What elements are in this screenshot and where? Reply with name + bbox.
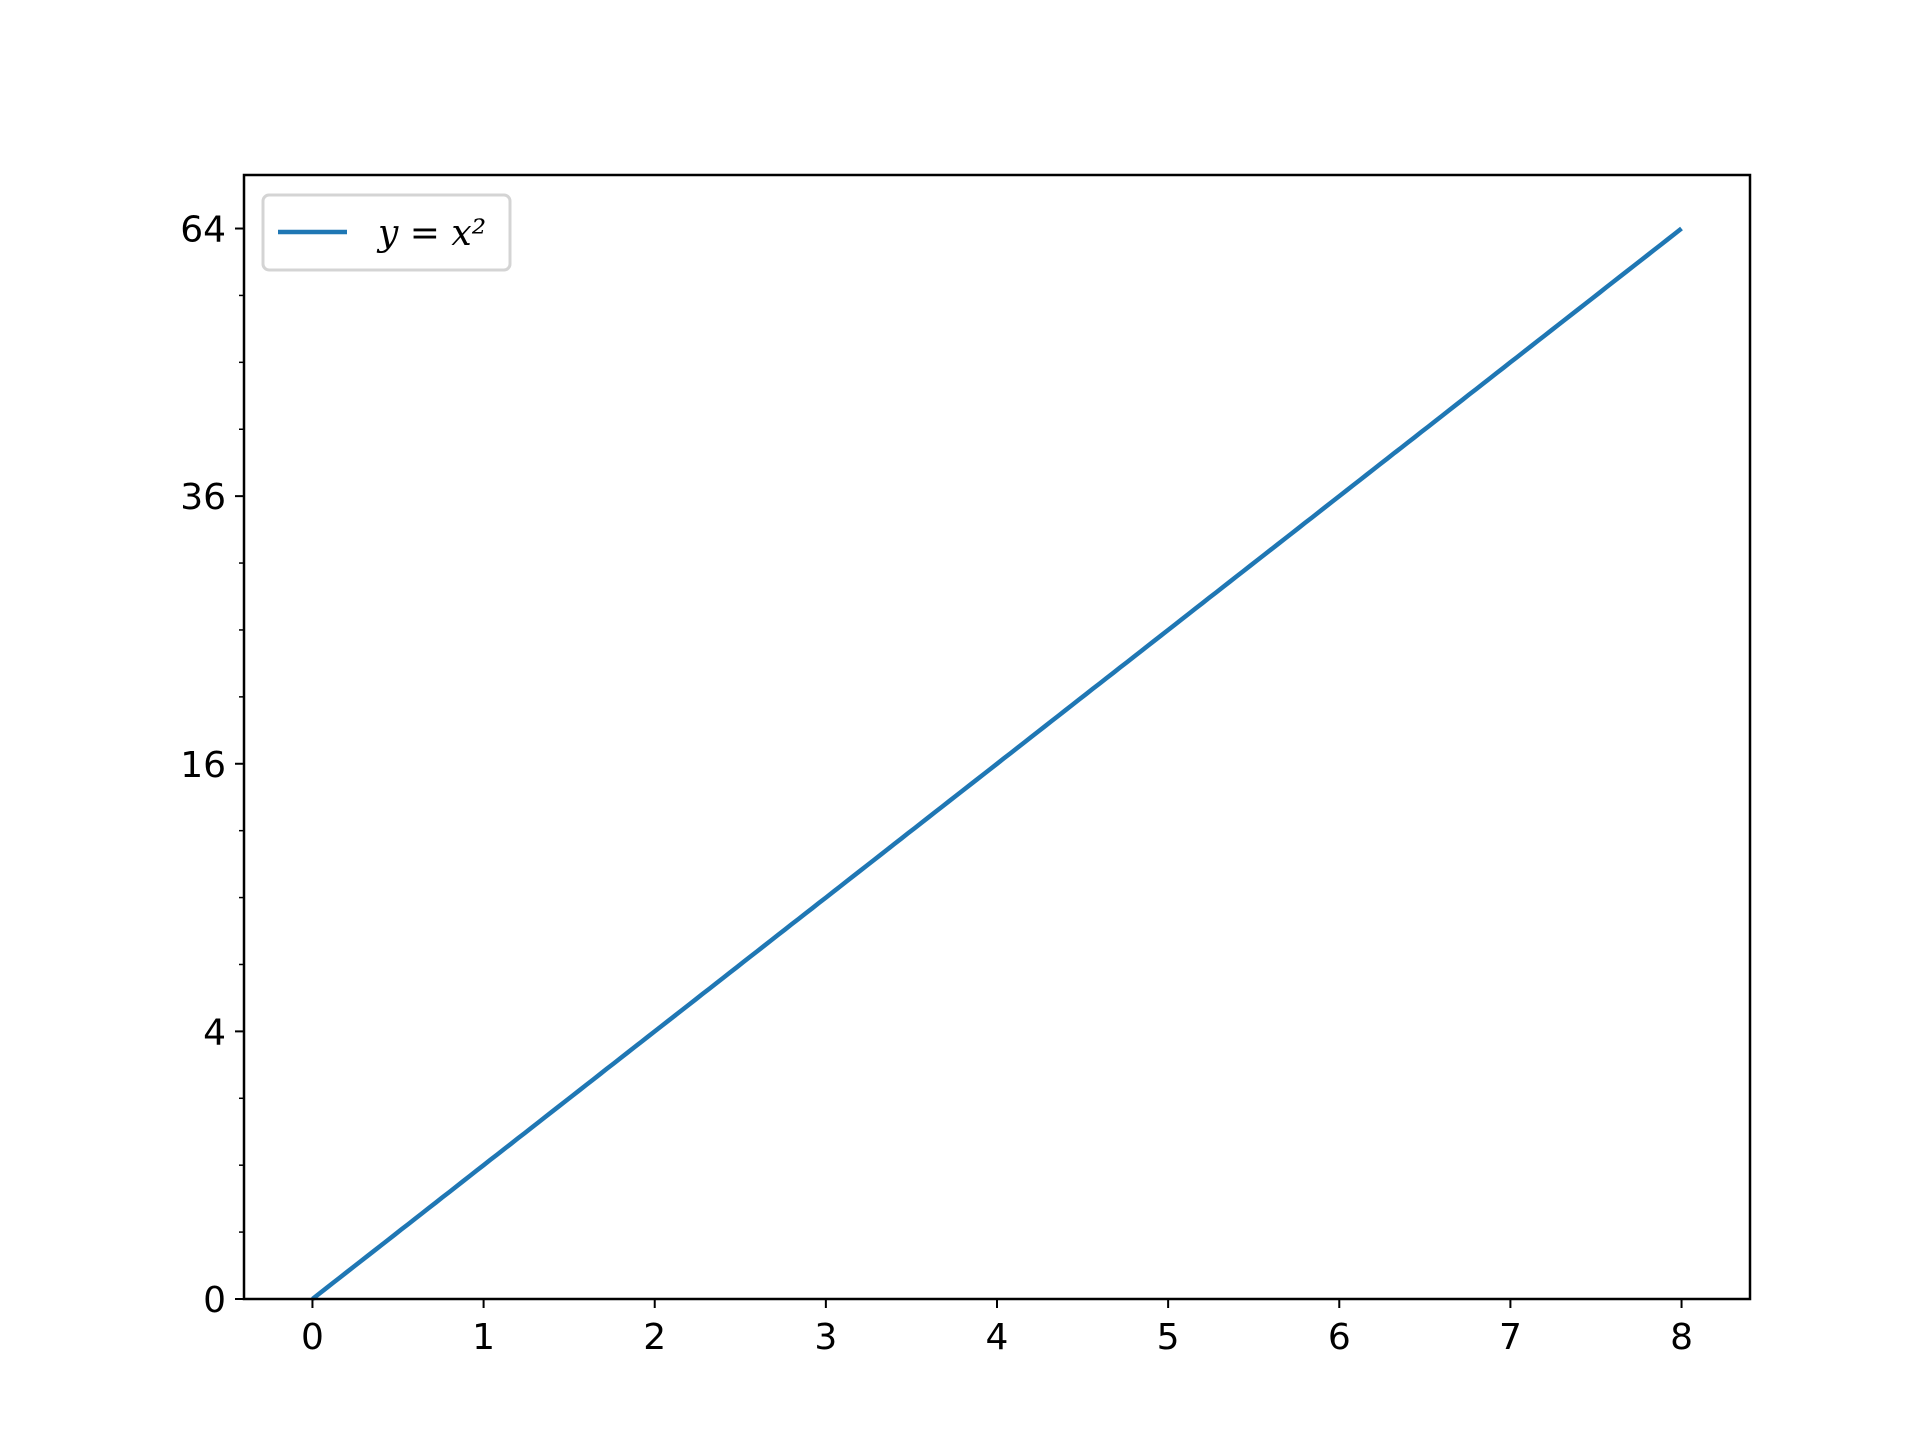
x-tick-label: 8: [1670, 1317, 1693, 1358]
y-tick-label: 0: [203, 1280, 226, 1321]
y-tick-label: 36: [180, 477, 226, 518]
x-tick-label: 2: [643, 1317, 666, 1358]
series-line: [311, 226, 1683, 1301]
y-tick-label: 16: [180, 745, 226, 786]
x-tick-label: 0: [301, 1317, 324, 1358]
x-tick-label: 5: [1157, 1317, 1180, 1358]
legend: y = x²: [261, 193, 512, 272]
x-tick-label: 4: [986, 1317, 1009, 1358]
y-tick-label: 64: [180, 210, 226, 251]
x-tick-label: 7: [1499, 1317, 1522, 1358]
y-axis: 0 4 16 36 64: [180, 210, 244, 1321]
y-tick-label: 4: [203, 1012, 226, 1053]
x-axis: 0 1 2 3 4 5 6 7 8: [301, 1299, 1693, 1358]
legend-label: y = x²: [376, 213, 486, 254]
legend-box: [261, 193, 512, 272]
axes-frame: [242, 173, 1752, 1301]
x-tick-label: 6: [1328, 1317, 1351, 1358]
x-tick-label: 1: [472, 1317, 495, 1358]
x-tick-label: 3: [814, 1317, 837, 1358]
